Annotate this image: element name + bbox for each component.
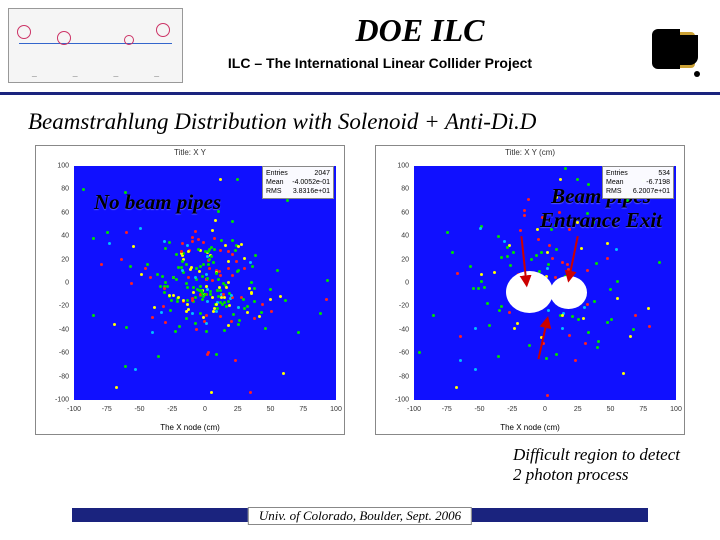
plot-left-xticks: -100-75-50-250255075100 [74, 406, 336, 418]
header-rule [0, 92, 720, 95]
plot-right-area: Entries534 Mean-6.7198 RMS6.2007e+01 Bea… [414, 166, 676, 400]
plot-right-xlabel: The X node (cm) [500, 423, 560, 432]
header-diagram: ———— [8, 8, 183, 83]
plot-left: Title: X Y Entries2047 Mean-4.0052e-01 R… [35, 145, 345, 435]
content-title: Beamstrahlung Distribution with Solenoid… [28, 109, 720, 135]
plot-right-title: Title: X Y (cm) [505, 148, 555, 157]
difficult-label: Difficult region to detect 2 photon proc… [513, 445, 680, 486]
plot-left-area: Entries2047 Mean-4.0052e-01 RMS3.8316e+0… [74, 166, 336, 400]
plot-left-overlay: No beam pipes [94, 190, 221, 215]
plot-left-stats: Entries2047 Mean-4.0052e-01 RMS3.8316e+0… [262, 166, 334, 199]
plots-row: Title: X Y Entries2047 Mean-4.0052e-01 R… [0, 145, 720, 435]
footer-label: Univ. of Colorado, Boulder, Sept. 2006 [248, 507, 472, 525]
footer-bar: Univ. of Colorado, Boulder, Sept. 2006 [72, 508, 648, 522]
plot-right-xticks: -100-75-50-250255075100 [414, 406, 676, 418]
header: ———— DOE ILC ILC – The International Lin… [0, 0, 720, 95]
plot-right: Title: X Y (cm) Entries534 Mean-6.7198 R… [375, 145, 685, 435]
plot-left-title: Title: X Y [174, 148, 206, 157]
plot-right-stats: Entries534 Mean-6.7198 RMS6.2007e+01 [602, 166, 674, 199]
plot-left-yticks: -100-80-60-40-20020406080100 [36, 166, 72, 400]
plot-right-yticks: -100-80-60-40-20020406080100 [376, 166, 412, 400]
cu-logo [645, 20, 705, 80]
plot-left-xlabel: The X node (cm) [160, 423, 220, 432]
